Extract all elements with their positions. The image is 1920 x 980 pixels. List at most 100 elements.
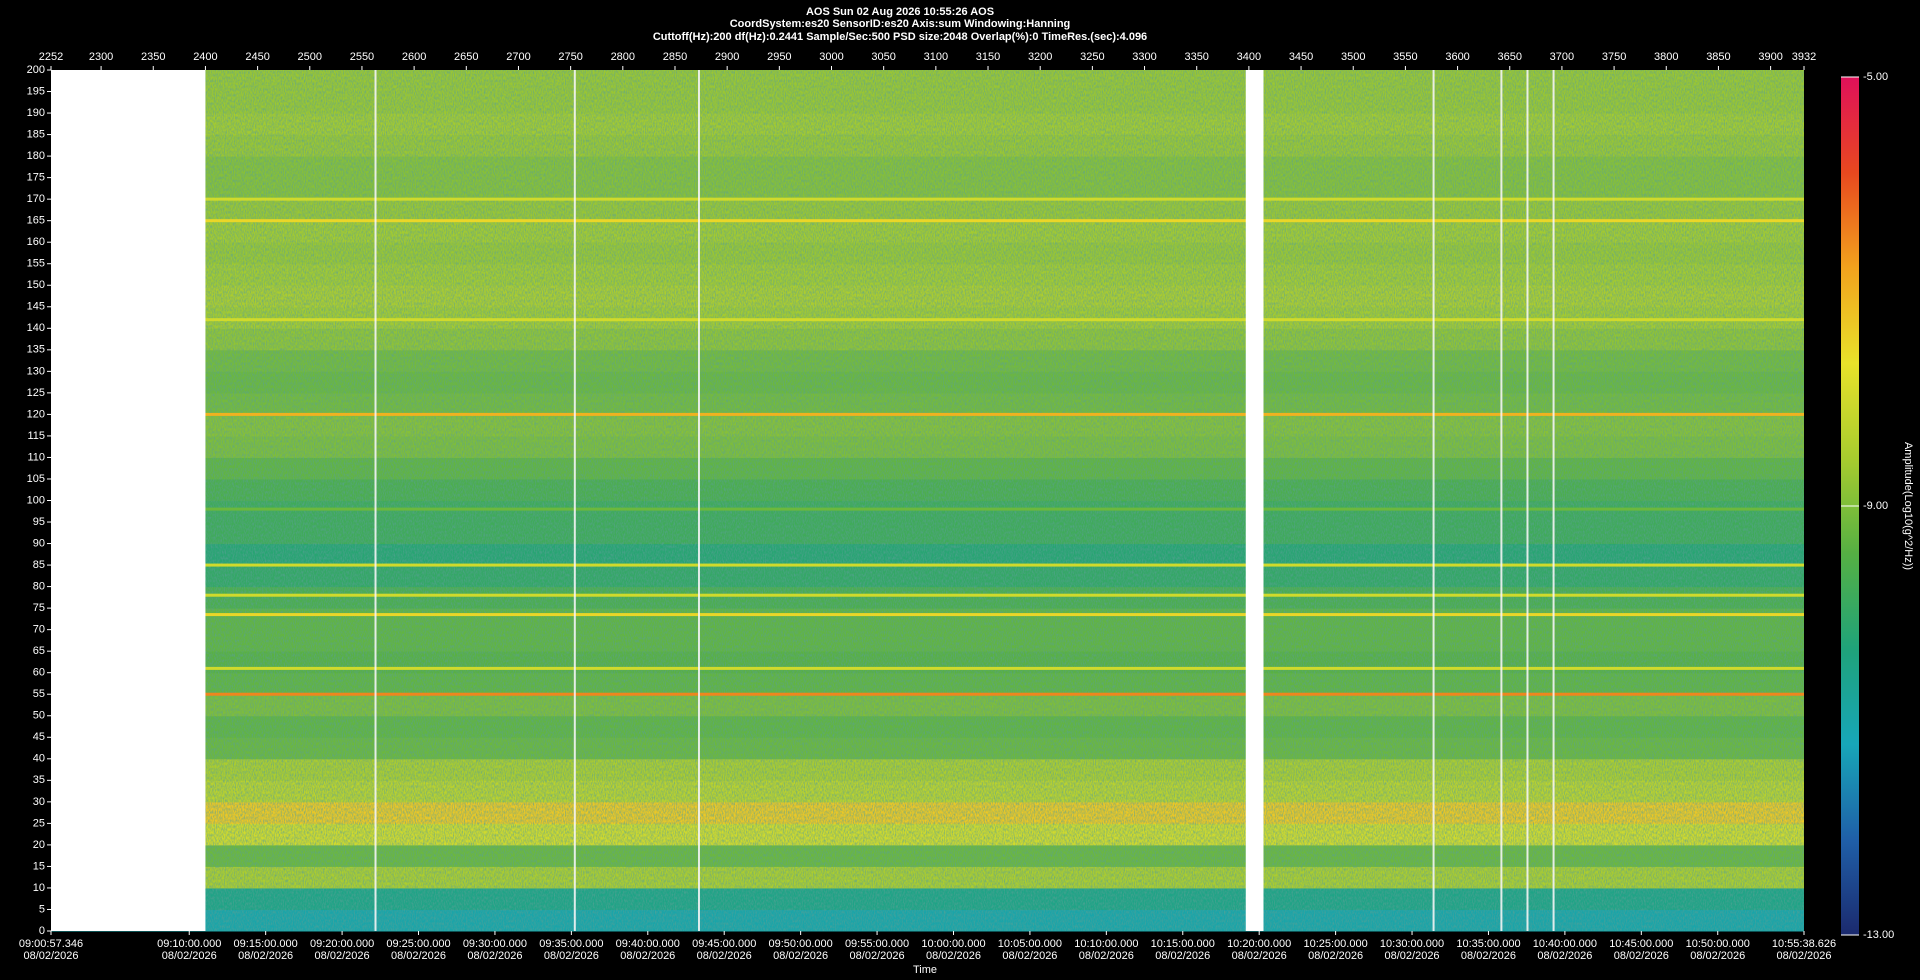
time-tick-label: 10:50:00.000 (1686, 938, 1750, 950)
tonal-line (51, 507, 1804, 511)
x-tick-label: 2550 (350, 51, 374, 63)
y-tick-label: 65 (33, 645, 45, 657)
header-line: AOS Sun 02 Aug 2026 10:55:26 AOS (806, 6, 994, 18)
y-tick-label: 55 (33, 688, 45, 700)
dropout (1432, 70, 1435, 931)
y-tick-label: 195 (27, 85, 45, 97)
y-tick-label: 50 (33, 710, 45, 722)
x-tick-label: 2650 (454, 51, 478, 63)
x-tick-label: 3100 (924, 51, 948, 63)
date-tick-label: 08/02/2026 (544, 950, 599, 962)
x-tick-label: 3450 (1289, 51, 1313, 63)
heatmap (51, 70, 1804, 932)
x-tick-label: 3750 (1602, 51, 1626, 63)
y-tick-label: 30 (33, 796, 45, 808)
y-tick-label: 160 (27, 236, 45, 248)
y-tick-label: 140 (27, 322, 45, 334)
date-tick-label: 08/02/2026 (1079, 950, 1134, 962)
time-tick-label: 09:15:00.000 (234, 938, 298, 950)
x-tick-label: 3550 (1393, 51, 1417, 63)
time-tick-label: 09:55:00.000 (845, 938, 909, 950)
y-tick-label: 80 (33, 581, 45, 593)
x-tick-label: 3200 (1028, 51, 1052, 63)
date-tick-label: 08/02/2026 (1614, 950, 1669, 962)
date-tick-label: 08/02/2026 (23, 950, 78, 962)
time-tick-label: 10:40:00.000 (1533, 938, 1597, 950)
x-tick-label: 2750 (558, 51, 582, 63)
y-tick-label: 20 (33, 839, 45, 851)
time-tick-label: 10:35:00.000 (1456, 938, 1520, 950)
y-tick-label: 145 (27, 301, 45, 313)
y-tick-label: 150 (27, 279, 45, 291)
tonal-line (51, 593, 1804, 597)
date-tick-label: 08/02/2026 (1461, 950, 1516, 962)
y-tick-label: 35 (33, 774, 45, 786)
time-tick-label: 09:35:00.000 (539, 938, 603, 950)
time-tick-label: 10:15:00.000 (1151, 938, 1215, 950)
tonal-line (51, 666, 1804, 670)
colorbar-tick-label: -13.00 (1863, 929, 1894, 941)
y-tick-label: 115 (27, 430, 45, 442)
x-tick-label: 2900 (715, 51, 739, 63)
x-tick-label: 3050 (871, 51, 895, 63)
time-tick-label: 10:20:00.000 (1227, 938, 1291, 950)
x-tick-label: 3900 (1758, 51, 1782, 63)
colorbar-tick-label: -9.00 (1863, 500, 1888, 512)
time-tick-label: 10:05:00.000 (998, 938, 1062, 950)
time-tick-label: 10:45:00.000 (1609, 938, 1673, 950)
tonal-line (51, 563, 1804, 567)
y-tick-label: 70 (33, 624, 45, 636)
y-tick-label: 185 (27, 128, 45, 140)
header-line: Cuttoff(Hz):200 df(Hz):0.2441 Sample/Sec… (653, 31, 1147, 43)
time-tick-label: 10:25:00.000 (1303, 938, 1367, 950)
time-tick-label: 10:30:00.000 (1380, 938, 1444, 950)
y-tick-label: 90 (33, 537, 45, 549)
dropout (573, 70, 576, 931)
y-tick-label: 190 (27, 107, 45, 119)
y-tick-label: 165 (27, 215, 45, 227)
x-tick-label: 2500 (298, 51, 322, 63)
x-tick-label: 3300 (1132, 51, 1156, 63)
x-tick-label: 3000 (819, 51, 843, 63)
x-tick-label: 3650 (1498, 51, 1522, 63)
date-tick-label: 08/02/2026 (1155, 950, 1210, 962)
date-tick-label: 08/02/2026 (162, 950, 217, 962)
date-tick-label: 08/02/2026 (850, 950, 905, 962)
data-gap (51, 70, 206, 931)
x-tick-label: 2450 (245, 51, 269, 63)
y-tick-label: 40 (33, 753, 45, 765)
x-tick-label: 2850 (663, 51, 687, 63)
date-tick-label: 08/02/2026 (697, 950, 752, 962)
date-tick-label: 08/02/2026 (926, 950, 981, 962)
x-tick-label: 3500 (1341, 51, 1365, 63)
date-tick-label: 08/02/2026 (1385, 950, 1440, 962)
date-tick-label: 08/02/2026 (315, 950, 370, 962)
dropout (1552, 70, 1555, 931)
y-tick-label: 180 (27, 150, 45, 162)
header-line: CoordSystem:es20 SensorID:es20 Axis:sum … (730, 18, 1071, 30)
y-tick-label: 85 (33, 559, 45, 571)
dropout (697, 70, 700, 931)
x-tick-label: 3350 (1184, 51, 1208, 63)
date-tick-label: 08/02/2026 (238, 950, 293, 962)
time-tick-label: 09:40:00.000 (616, 938, 680, 950)
x-tick-label: 2950 (767, 51, 791, 63)
x-tick-label: 3850 (1706, 51, 1730, 63)
x-axis-label: Time (913, 964, 937, 976)
x-tick-label: 2400 (193, 51, 217, 63)
y-tick-label: 95 (33, 516, 45, 528)
x-tick-label: 2800 (611, 51, 635, 63)
x-tick-label: 2700 (506, 51, 530, 63)
x-tick-label: 3600 (1445, 51, 1469, 63)
date-tick-label: 08/02/2026 (391, 950, 446, 962)
tonal-line (51, 692, 1804, 696)
data-gap (1245, 70, 1264, 931)
tonal-line (51, 412, 1804, 416)
y-tick-label: 130 (27, 365, 45, 377)
colorbar-label: Amplitude(Log10(g^2/Hz)) (1902, 442, 1914, 570)
date-tick-label: 08/02/2026 (1537, 950, 1592, 962)
time-tick-label: 10:55:38.626 (1772, 938, 1836, 950)
time-tick-label: 09:45:00.000 (692, 938, 756, 950)
y-tick-label: 135 (27, 344, 45, 356)
date-tick-label: 08/02/2026 (1308, 950, 1363, 962)
